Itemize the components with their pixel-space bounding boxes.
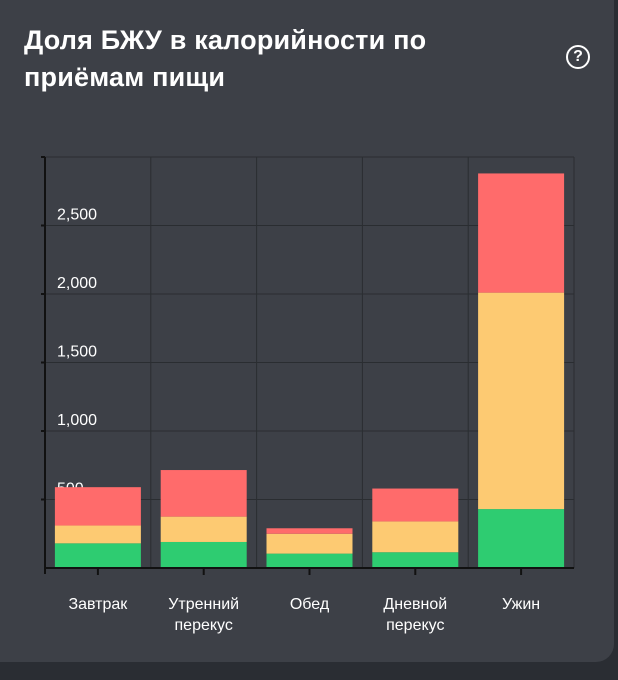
bar-segment: [266, 528, 353, 534]
bar-segment: [54, 543, 141, 568]
x-tick-label: Дневной: [383, 596, 447, 613]
question-circle-icon[interactable]: ?: [566, 45, 590, 69]
y-tick-label: 1,500: [57, 344, 97, 361]
chart-title: Доля БЖУ в калорийности по приёмам пищи: [24, 25, 427, 92]
y-tick-label: 1,000: [57, 412, 97, 429]
bar-segment: [160, 541, 247, 568]
bar-segment: [478, 173, 565, 293]
y-tick-label: 2,000: [57, 275, 97, 292]
bar-segment: [372, 488, 459, 522]
bar-segment: [160, 470, 247, 517]
bar-segment: [160, 516, 247, 542]
bar-segment: [266, 553, 353, 568]
bar-segment: [266, 533, 353, 554]
bar-segment: [372, 552, 459, 568]
bar-segment: [54, 487, 141, 526]
x-tick-label: перекус: [386, 617, 444, 634]
x-tick-label: Завтрак: [68, 596, 128, 613]
bar-segment: [478, 509, 565, 568]
y-tick-label: 2,500: [57, 207, 97, 224]
bar-segment: [372, 521, 459, 553]
x-tick-label: Ужин: [502, 596, 540, 613]
x-tick-label: Обед: [290, 596, 330, 613]
x-tick-label: перекус: [175, 617, 233, 634]
x-tick-label: Утренний: [168, 596, 239, 613]
bar-segment: [54, 525, 141, 544]
bar-segment: [478, 292, 565, 510]
